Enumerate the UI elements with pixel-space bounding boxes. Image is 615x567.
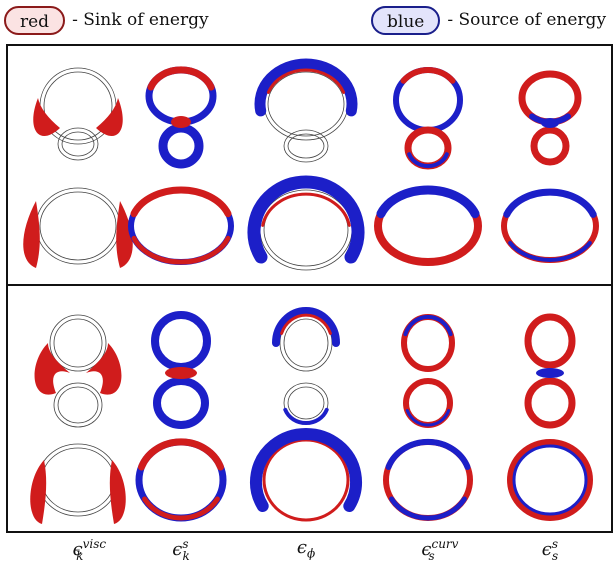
sink-band bbox=[280, 313, 332, 335]
sink-lobe bbox=[33, 98, 60, 137]
source-neck bbox=[536, 368, 564, 378]
outline-ring bbox=[287, 133, 325, 159]
sink-band bbox=[524, 377, 576, 429]
outline-ring bbox=[283, 318, 329, 368]
outline-ring bbox=[61, 131, 95, 157]
sink-band bbox=[524, 313, 576, 369]
legend-sink: red - Sink of energy bbox=[4, 3, 209, 37]
sink-band bbox=[147, 66, 215, 91]
outline-ring bbox=[35, 187, 121, 265]
sink-band bbox=[130, 186, 232, 218]
sink-neck bbox=[165, 367, 197, 379]
column-label-1: ϵvisck bbox=[72, 537, 107, 563]
source-band bbox=[158, 123, 204, 169]
sink-band bbox=[266, 68, 346, 94]
sink-lobe bbox=[96, 98, 123, 137]
sink-band bbox=[261, 192, 351, 227]
sink-band bbox=[138, 438, 224, 471]
source-band bbox=[254, 58, 358, 117]
outline-ring bbox=[287, 386, 325, 420]
sink-lobe bbox=[30, 460, 47, 524]
sink-neck bbox=[171, 116, 191, 128]
source-neck bbox=[541, 118, 559, 128]
sink-band bbox=[142, 496, 220, 521]
source-band bbox=[151, 311, 211, 371]
outline-ring bbox=[57, 386, 99, 424]
sink-lobe bbox=[116, 201, 133, 268]
source-band bbox=[153, 377, 209, 429]
sink-band bbox=[400, 67, 456, 84]
lower-panel bbox=[6, 284, 613, 533]
outline-ring bbox=[43, 71, 113, 141]
legend-source: blue - Source of energy bbox=[371, 3, 606, 37]
source-band bbox=[385, 438, 471, 470]
column-label-4: ϵcurvs bbox=[421, 537, 459, 563]
source-band bbox=[512, 444, 588, 516]
outline-ring bbox=[53, 318, 103, 368]
source-band bbox=[403, 314, 453, 337]
outline-ring bbox=[57, 127, 99, 161]
outline-ring bbox=[39, 191, 117, 261]
source-band bbox=[283, 407, 329, 426]
sink-band bbox=[530, 126, 570, 166]
source-band bbox=[247, 175, 365, 264]
outline-ring bbox=[49, 314, 107, 372]
sink-band bbox=[131, 235, 231, 265]
column-label-5: ϵss bbox=[541, 537, 559, 563]
outline-ring bbox=[267, 71, 345, 137]
column-label-3: ϵϕ bbox=[296, 537, 316, 561]
sink-lobe bbox=[34, 343, 70, 395]
outline-ring bbox=[41, 447, 115, 513]
sink-lobe bbox=[86, 343, 122, 395]
source-band bbox=[508, 241, 592, 262]
source-band bbox=[503, 188, 597, 218]
outline-ring bbox=[283, 129, 329, 163]
source-color-badge: blue bbox=[371, 5, 441, 35]
outline-ring bbox=[53, 382, 103, 428]
source-description: - Source of energy bbox=[447, 10, 607, 30]
source-band bbox=[405, 409, 451, 427]
source-band bbox=[250, 428, 362, 512]
source-band bbox=[407, 152, 449, 169]
outline-ring bbox=[259, 189, 353, 271]
source-band bbox=[376, 185, 480, 219]
sink-lobe bbox=[109, 460, 126, 524]
source-band bbox=[389, 496, 467, 521]
column-label-2: ϵsk bbox=[172, 537, 190, 563]
sink-description: - Sink of energy bbox=[72, 10, 209, 30]
sink-band bbox=[507, 439, 593, 521]
outline-ring bbox=[37, 443, 119, 517]
sink-lobe bbox=[23, 201, 40, 268]
sink-band bbox=[262, 438, 350, 522]
sink-color-badge: red bbox=[4, 5, 66, 35]
source-band bbox=[272, 307, 340, 347]
